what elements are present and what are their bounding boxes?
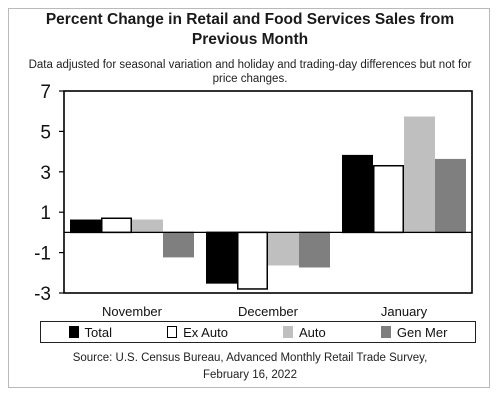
bar-ex-auto-january (373, 164, 404, 234)
bar-total-january (342, 154, 373, 234)
bar-ex-auto-december (237, 231, 268, 290)
y-tick-label: 1 (40, 203, 51, 224)
legend-item-total: Total (68, 324, 113, 340)
legend-item-gen-mer: Gen Mer (380, 324, 448, 340)
legend-label: Gen Mer (396, 324, 448, 340)
bar-gen-mer-november (163, 231, 194, 258)
bar-gen-mer-january (435, 158, 466, 234)
plot-area-border (63, 90, 473, 294)
x-tick-label: January (381, 304, 428, 319)
x-tick-label: December (238, 304, 299, 319)
chart-subtitle: Data adjusted for seasonal variation and… (28, 59, 472, 85)
chart-legend: Total Ex Auto Auto Gen Mer (40, 321, 476, 343)
y-axis-ticks: -3 -1 1 3 5 7 (34, 82, 64, 305)
bar-ex-auto-november (101, 217, 132, 234)
legend-label: Ex Auto (183, 324, 228, 340)
legend-swatch (380, 326, 391, 338)
x-tick-label: November (102, 304, 163, 319)
axes-layer (63, 90, 473, 294)
legend-item-ex-auto: Ex Auto (167, 325, 228, 340)
bar-total-december (206, 231, 237, 284)
bar-gen-mer-december (299, 231, 330, 268)
y-tick-label: 7 (40, 82, 51, 103)
legend-swatch (68, 326, 79, 338)
legend-swatch (283, 326, 294, 338)
y-tick-label: -1 (34, 244, 51, 265)
bar-total-november (70, 219, 101, 234)
legend-label: Total (84, 324, 113, 340)
bars-layer (70, 116, 466, 290)
legend-item-auto: Auto (283, 325, 326, 340)
y-tick-label: 3 (40, 163, 51, 184)
chart-title: Percent Change in Retail and Food Servic… (45, 11, 455, 48)
legend-swatch (167, 326, 178, 338)
x-axis-labels: November December January (102, 304, 428, 319)
y-tick-label: -3 (34, 284, 51, 305)
bar-auto-january (404, 116, 435, 234)
legend-label: Auto (299, 324, 326, 340)
y-tick-label: 5 (40, 122, 51, 143)
bar-auto-november (132, 219, 163, 234)
bar-auto-december (268, 231, 299, 266)
source-note: Source: U.S. Census Bureau, Advanced Mon… (72, 352, 428, 381)
